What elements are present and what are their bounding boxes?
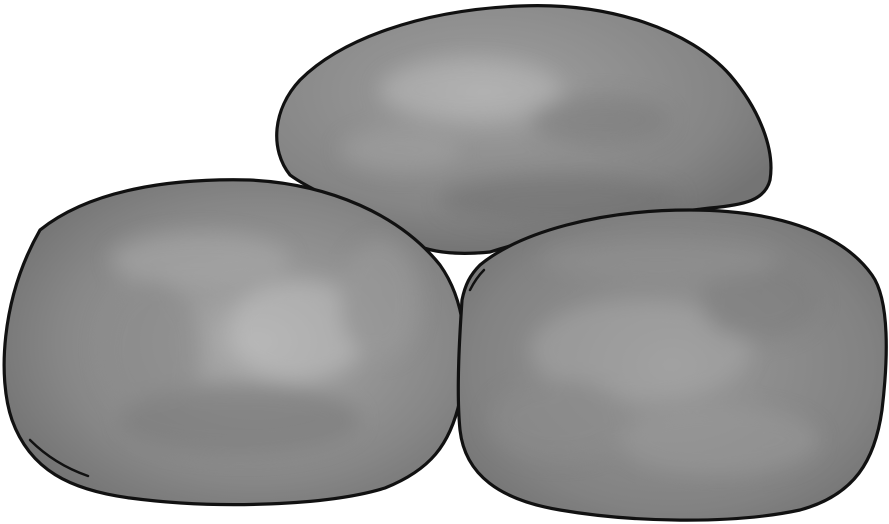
right-front-stone bbox=[456, 208, 888, 522]
left-front-stone bbox=[2, 178, 467, 507]
top-back-stone bbox=[275, 4, 773, 255]
